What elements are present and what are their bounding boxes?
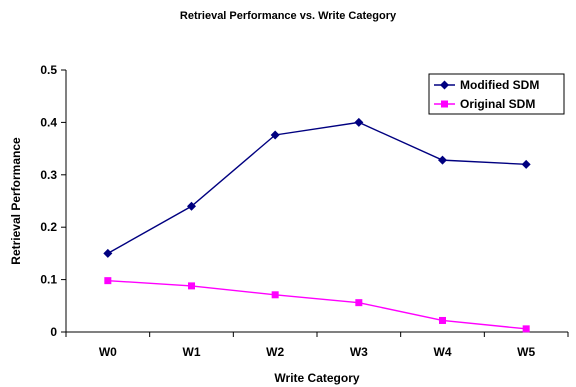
series-line-1 <box>107 121 527 255</box>
legend-marker <box>441 100 448 108</box>
y-tick-label: 0.5 <box>40 63 57 77</box>
data-point-series-1 <box>103 248 113 258</box>
x-tick-label: W2 <box>266 345 284 359</box>
data-point-series-2 <box>522 325 530 333</box>
data-point-series-2 <box>104 277 112 285</box>
legend-box <box>428 73 565 115</box>
data-point-series-1 <box>354 117 364 127</box>
legend-label: Original SDM <box>460 97 535 111</box>
series-line-2 <box>107 279 527 330</box>
legend: Modified SDM Original SDM <box>428 73 565 115</box>
chart-title: Retrieval Performance vs. Write Category <box>180 10 397 22</box>
plot-area: 0 0.1 0.2 0.3 0.4 0.5 W0 W1 W2 W3 W4 W5 <box>40 63 569 359</box>
x-tick-label: W1 <box>183 345 201 359</box>
data-point-series-2 <box>271 291 279 299</box>
y-tick-label: 0.1 <box>40 273 57 287</box>
data-point-series-2 <box>355 299 363 307</box>
x-tick-label: W4 <box>434 345 452 359</box>
legend-marker <box>440 80 449 90</box>
y-tick-label: 0.4 <box>40 115 57 129</box>
x-tick-label: W3 <box>350 345 368 359</box>
legend-label: Modified SDM <box>460 78 539 92</box>
x-tick-label: W5 <box>517 345 535 359</box>
x-tick-label: W0 <box>99 345 117 359</box>
y-tick-label: 0.3 <box>40 168 57 182</box>
data-point-series-1 <box>270 130 280 140</box>
data-point-series-1 <box>187 201 196 211</box>
data-point-series-2 <box>439 316 446 324</box>
data-point-series-1 <box>521 159 531 169</box>
y-tick-label: 0.2 <box>40 220 57 234</box>
y-tick-label: 0 <box>50 325 57 339</box>
data-point-series-2 <box>188 282 195 290</box>
x-axis-title: Write Category <box>274 371 359 385</box>
data-point-series-1 <box>438 155 447 165</box>
y-axis-title: Retrieval Performance <box>9 137 23 265</box>
